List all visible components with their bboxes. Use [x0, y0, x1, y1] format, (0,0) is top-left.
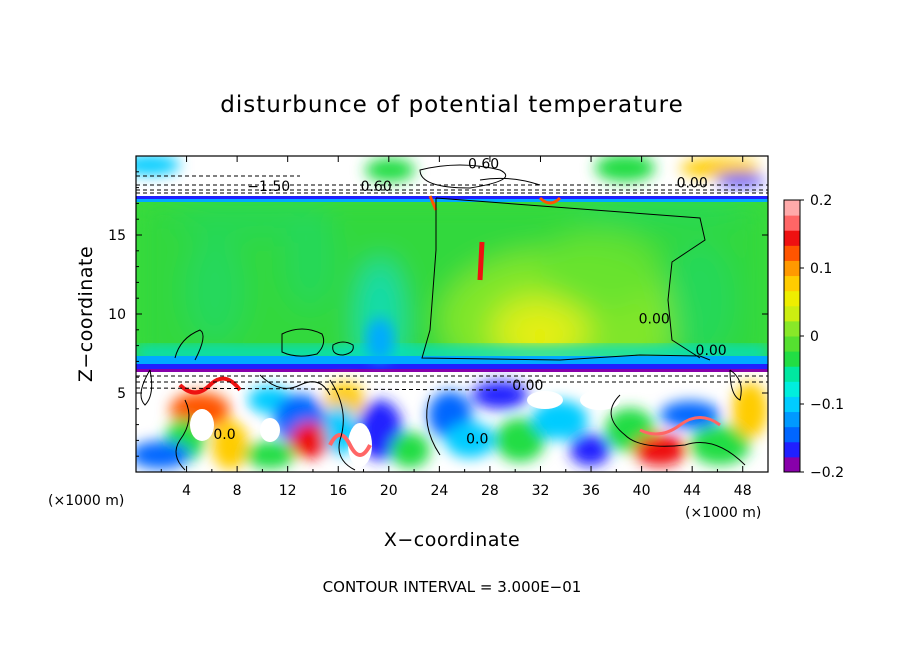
lower-turbulent-layer [136, 372, 768, 472]
colorbar-swatch [784, 275, 800, 292]
contour-interval-note: CONTOUR INTERVAL = 3.000E−01 [323, 578, 582, 596]
y-axis-label: Z−coordinate [75, 246, 97, 382]
colorbar-tick-label: 0 [810, 329, 819, 345]
colorbar-swatch [784, 441, 800, 458]
upper-layer [136, 156, 768, 281]
potential-temperature-field [136, 156, 768, 472]
contour-label: 0.00 [512, 378, 543, 394]
x-tick-label: 24 [430, 483, 448, 499]
x-tick-label: 12 [279, 483, 297, 499]
x-tick-label: 40 [633, 483, 651, 499]
colorbar-swatch [784, 245, 800, 261]
y-axis: 5 10 15 [108, 171, 768, 457]
contour-label: 0.0 [213, 427, 235, 443]
contour-label: 0.00 [677, 176, 708, 192]
x-axis-label: X−coordinate [384, 529, 520, 551]
chart-title: disturbunce of potential temperature [220, 92, 684, 118]
x-tick-label: 28 [481, 483, 499, 499]
colorbar-swatch [784, 381, 800, 397]
contour-label: 0.0 [466, 432, 488, 448]
colorbar-swatch [784, 215, 800, 231]
x-unit-left: (×1000 m) [48, 493, 124, 509]
contour-label: −1.50 [247, 179, 290, 195]
colorbar-tick-label: −0.1 [810, 397, 844, 413]
contour-label: 0.60 [361, 179, 392, 195]
x-tick-label: 32 [532, 483, 550, 499]
contour-label: 0.00 [639, 311, 670, 327]
y-tick-label: 5 [117, 386, 126, 402]
colorbar-swatch [784, 426, 800, 443]
x-tick-label: 44 [683, 483, 701, 499]
contour-label: 0.00 [696, 343, 727, 359]
x-unit-right: (×1000 m) [685, 505, 761, 521]
colorbar-swatch [784, 320, 800, 337]
x-tick-label: 8 [233, 483, 242, 499]
contour-labels: 0.60 0.60 −1.50 0.00 0.00 0.00 0.00 0.0 0.0 [213, 157, 727, 448]
colorbar-swatch [784, 411, 800, 428]
colorbar-tick-label: 0.2 [810, 193, 832, 209]
contour-lines [136, 164, 768, 471]
colorbar-swatch [784, 366, 800, 382]
x-tick-label: 36 [582, 483, 600, 499]
colorbar-swatch [784, 396, 800, 413]
x-tick-label: 16 [329, 483, 347, 499]
x-tick-label: 4 [182, 483, 191, 499]
y-tick-label: 15 [108, 228, 126, 244]
colorbar-swatch [784, 456, 800, 473]
colorbar-swatch [784, 336, 800, 352]
x-axis: 4 8 12 16 20 24 28 32 36 40 44 48 [160, 156, 752, 499]
colorbar-swatch [784, 290, 800, 307]
x-tick-label: 48 [734, 483, 752, 499]
colorbar-swatch [784, 200, 800, 216]
x-tick-label: 20 [380, 483, 398, 499]
colorbar-swatch [784, 260, 800, 277]
colorbar-swatch [784, 305, 800, 322]
colorbar-swatch [784, 351, 800, 367]
colorbar: 0.2 0.1 0 −0.1 −0.2 [783, 193, 844, 481]
colorbar-tick-label: 0.1 [810, 261, 832, 277]
colorbar-tick-label: −0.2 [810, 465, 844, 481]
contour-label: 0.60 [468, 157, 499, 173]
y-tick-label: 10 [108, 307, 126, 323]
colorbar-swatch [784, 230, 800, 246]
